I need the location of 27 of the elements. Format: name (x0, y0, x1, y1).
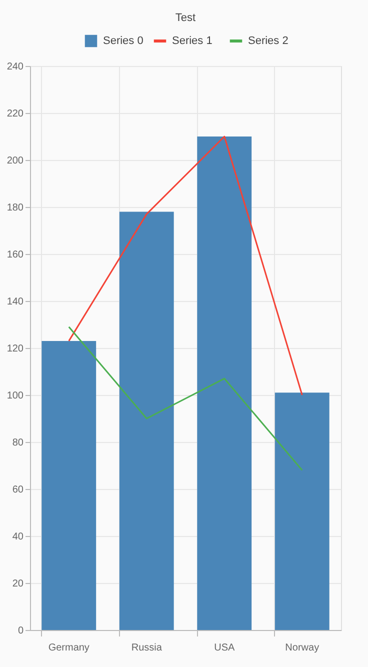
line-series (68, 326, 303, 471)
bar (197, 136, 252, 630)
y-tick-label: 240 (6, 62, 24, 72)
legend-label: Series 2 (248, 35, 288, 47)
y-tick-label: 0 (18, 626, 24, 636)
y-tick-label: 220 (6, 108, 24, 120)
y-tick-label: 200 (6, 156, 24, 166)
line-series (68, 136, 303, 396)
y-tick-label: 120 (6, 344, 24, 354)
bar (274, 392, 330, 630)
y-tick-label: 180 (6, 202, 24, 214)
chart-title: Test (175, 12, 196, 24)
legend-label: Series 1 (172, 35, 212, 47)
legend-label: Series 0 (103, 35, 144, 47)
y-tick-label: 60 (12, 484, 24, 496)
x-tick-label: Norway (285, 642, 320, 654)
y-tick-label: 80 (12, 438, 24, 448)
y-tick-label: 20 (12, 578, 24, 590)
x-tick-label: Germany (48, 642, 90, 654)
x-tick-label: USA (214, 642, 235, 654)
bar (42, 340, 96, 630)
y-tick-label: 160 (6, 250, 24, 260)
y-tick-label: 40 (12, 532, 24, 542)
bar (119, 212, 174, 630)
y-tick-label: 140 (6, 296, 24, 308)
x-tick-label: Russia (131, 642, 162, 654)
y-tick-label: 100 (6, 390, 24, 402)
